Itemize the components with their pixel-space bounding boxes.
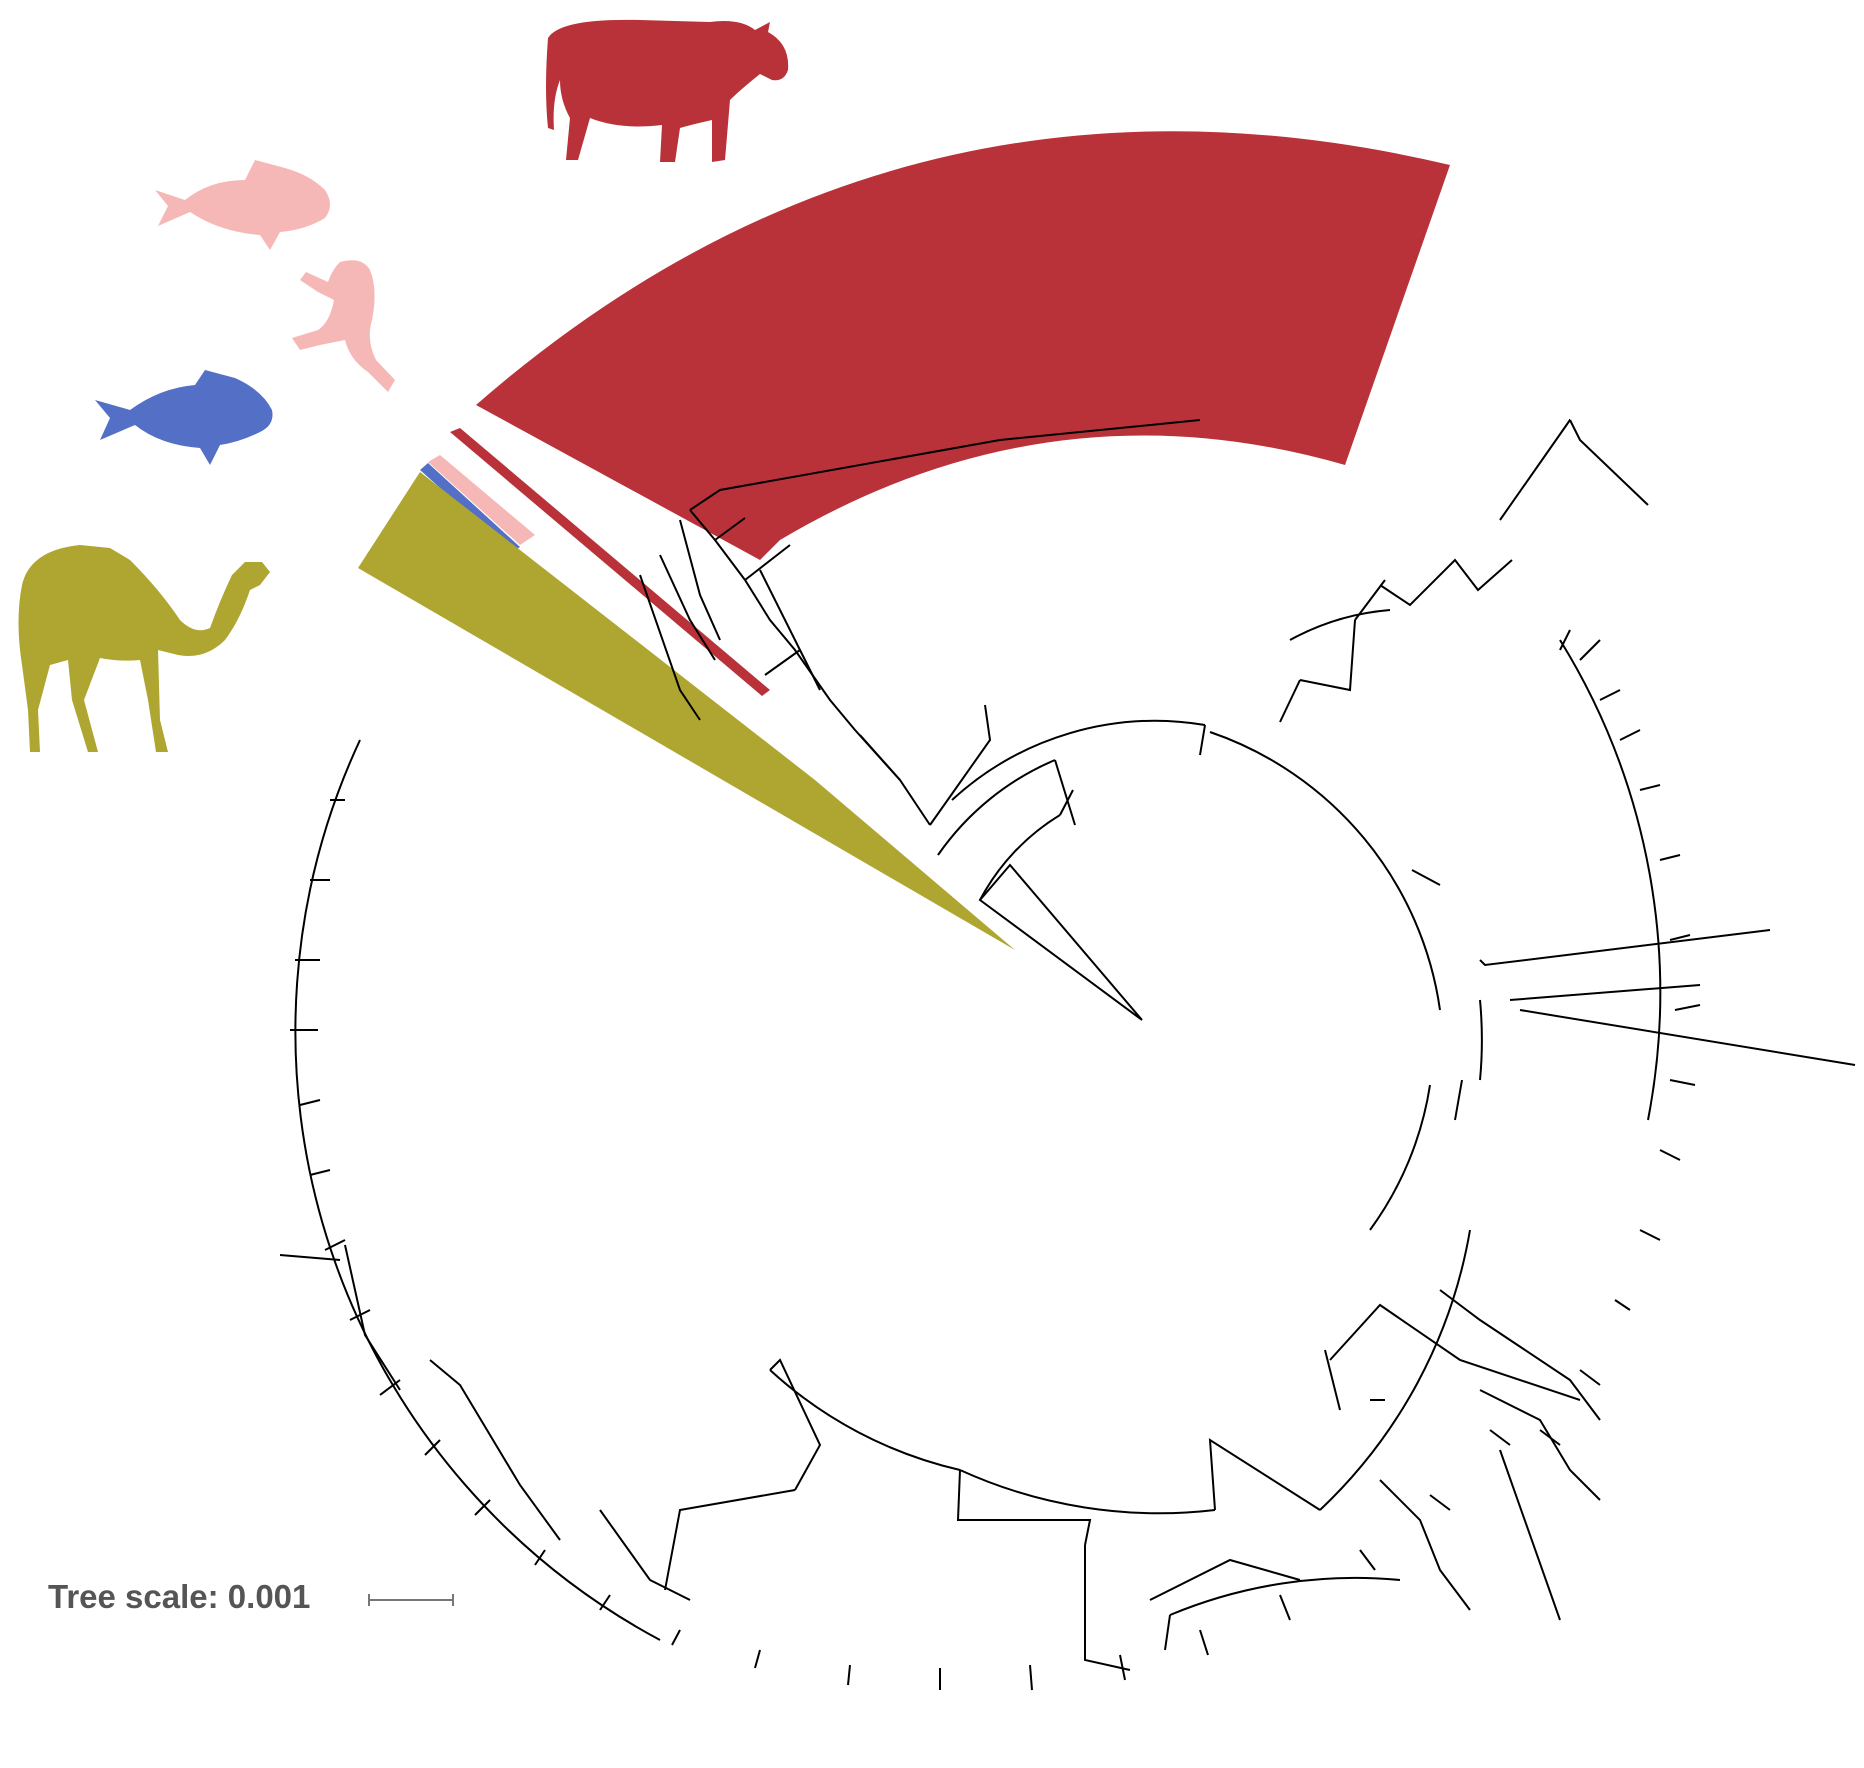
tree-scale-label: Tree scale: 0.001 — [48, 1578, 311, 1615]
clade-wedge-cow — [476, 131, 1450, 560]
clade-wedge-cow-thin — [450, 428, 770, 696]
clade-wedge-camel — [358, 472, 1015, 950]
tree-scale-bar — [368, 1594, 454, 1606]
cow-silhouette-icon — [546, 19, 789, 163]
clade-wedge-blue — [420, 463, 520, 552]
clade-wedge-pink — [428, 455, 535, 545]
frog-silhouette-icon — [292, 260, 395, 392]
camel-silhouette-icon — [18, 545, 270, 752]
fish-silhouette-icon — [155, 160, 330, 250]
fish-silhouette-icon — [95, 370, 273, 465]
tree-branches — [279, 419, 1856, 1691]
